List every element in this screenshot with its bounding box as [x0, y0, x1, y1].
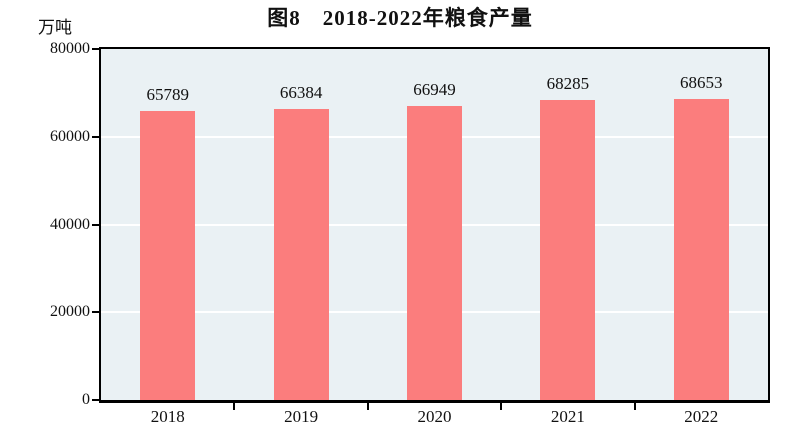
- y-tick-label: 60000: [50, 127, 90, 145]
- bar: [140, 111, 196, 400]
- x-tick-mark: [500, 403, 503, 410]
- bar: [273, 108, 329, 400]
- x-axis-label: 2018: [150, 407, 185, 426]
- y-tick-label: 20000: [50, 303, 90, 321]
- y-tick-label: 40000: [50, 215, 90, 233]
- y-tick-mark: [92, 135, 99, 138]
- bar-value-label: 66949: [413, 80, 456, 100]
- y-tick-mark: [92, 48, 99, 50]
- y-tick-mark: [92, 399, 99, 401]
- bar-value-label: 66384: [279, 82, 323, 102]
- bar-value-label: 65789: [146, 85, 189, 105]
- bar-value-label: 68653: [680, 72, 723, 92]
- bar: [673, 98, 729, 400]
- x-tick-mark: [366, 403, 369, 410]
- bar-value-label: 68285: [546, 74, 590, 94]
- x-axis-label: 2019: [284, 407, 319, 426]
- plot-area: 65789 66384 66949 68285 68653: [99, 47, 770, 403]
- y-axis-unit-label: 万吨: [38, 18, 72, 37]
- y-tick-label: 80000: [50, 40, 90, 57]
- y-tick-label: 0: [82, 391, 90, 408]
- x-tick-mark: [633, 403, 636, 410]
- y-tick-mark: [92, 223, 99, 226]
- x-tick-mark: [233, 403, 236, 410]
- x-axis-label: 2022: [684, 407, 719, 426]
- bar: [540, 100, 596, 400]
- bar: [407, 106, 462, 400]
- x-axis-label: 2020: [417, 407, 452, 426]
- chart-title: 图8 2018-2022年粮食产量: [267, 6, 533, 30]
- y-tick-mark: [92, 311, 99, 314]
- x-axis-label: 2021: [550, 407, 585, 426]
